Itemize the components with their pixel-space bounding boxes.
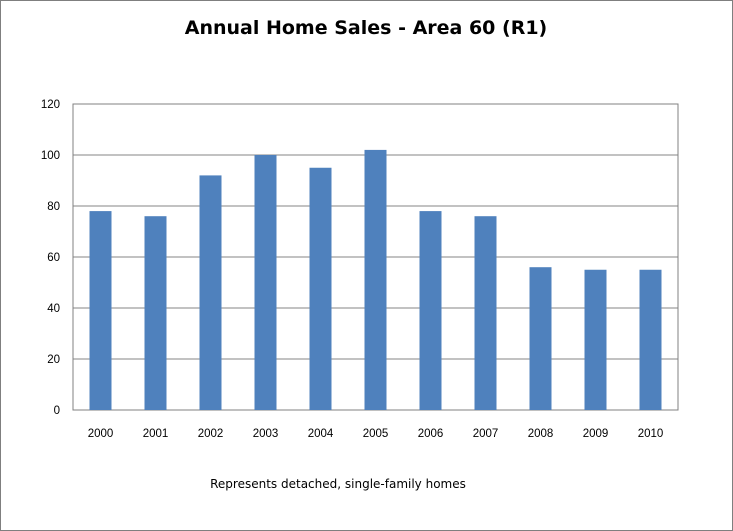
bars [89, 149, 662, 410]
bar-2009 [584, 269, 607, 410]
bar-2001 [144, 216, 167, 410]
chart-title: Annual Home Sales - Area 60 (R1) [185, 17, 547, 39]
bar-2003 [254, 155, 277, 410]
y-tick-label: 40 [47, 303, 60, 315]
x-tick-label: 2007 [473, 428, 499, 440]
y-tick-label: 20 [47, 354, 60, 366]
x-axis-ticks: 2000 2001 2002 2003 2004 2005 2006 2007 2008 2009… [88, 428, 664, 440]
x-tick-label: 2003 [253, 428, 279, 440]
x-tick-label: 2005 [363, 428, 389, 440]
x-tick-label: 2008 [528, 428, 554, 440]
y-tick-label: 60 [47, 252, 60, 264]
x-tick-label: 2002 [198, 428, 224, 440]
x-tick-label: 2004 [308, 428, 334, 440]
bar-2000 [89, 211, 112, 410]
bar-2002 [199, 175, 222, 410]
y-tick-label: 80 [47, 201, 60, 213]
bar-2010 [639, 269, 662, 410]
bar-2006 [419, 211, 442, 410]
y-tick-label: 0 [54, 405, 60, 417]
y-tick-label: 120 [41, 99, 60, 111]
x-tick-label: 2000 [88, 428, 114, 440]
bar-2007 [474, 216, 497, 410]
y-axis-ticks: 0 20 40 60 80 100 120 [41, 99, 60, 417]
bar-2008 [529, 267, 552, 410]
x-tick-label: 2006 [418, 428, 444, 440]
bar-2004 [309, 167, 332, 410]
chart-note: Represents detached, single-family homes [210, 477, 466, 491]
bar-2005 [364, 149, 387, 410]
x-tick-label: 2009 [583, 428, 609, 440]
x-tick-label: 2001 [143, 428, 169, 440]
y-tick-label: 100 [41, 150, 60, 162]
x-tick-label: 2010 [638, 428, 664, 440]
